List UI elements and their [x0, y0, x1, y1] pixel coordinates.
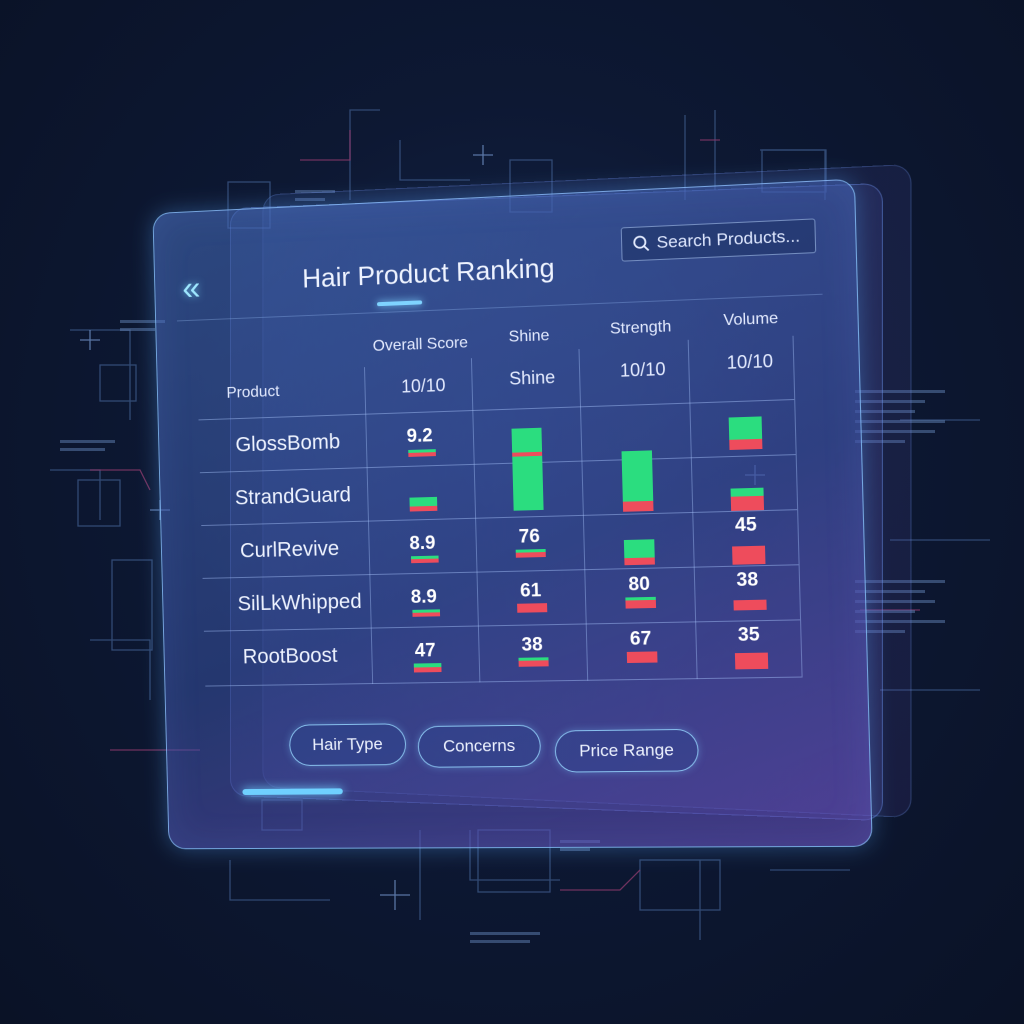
table-grid-line [201, 509, 797, 526]
column-subheader-shine: Shine [492, 366, 572, 390]
column-header-product: Product [226, 382, 323, 403]
column-header-volume: Volume [699, 309, 802, 331]
score-bar [625, 597, 656, 609]
table-grid-line [688, 340, 698, 679]
score-bar [412, 609, 440, 617]
score-bar [408, 449, 436, 457]
column-subheader-volume: 10/10 [709, 350, 792, 374]
column-header-strength: Strength [590, 317, 692, 339]
table-grid-line [200, 454, 796, 473]
bottom-accent-bar [242, 788, 343, 795]
cell-value-curlrevive-overall: 8.9 [393, 532, 453, 555]
row-label-silkwhipped: SilLkWhipped [237, 590, 362, 616]
score-bar [624, 539, 655, 565]
search-box[interactable] [621, 218, 817, 261]
score-bar [627, 651, 658, 663]
row-label-rootboost: RootBoost [243, 644, 338, 669]
page-title: Hair Product Ranking [300, 253, 557, 295]
concerns-filter-button[interactable]: Concerns [417, 725, 541, 768]
score-bar [517, 603, 547, 613]
table-grid-line [205, 677, 801, 687]
score-bar [731, 488, 765, 511]
cell-value-silkwhipped-strength: 80 [609, 573, 670, 597]
table-grid-line [203, 564, 799, 579]
cell-value-rootboost-strength: 67 [610, 628, 671, 651]
cell-value-rootboost-volume: 35 [718, 624, 780, 647]
row-label-curlrevive: CurlRevive [240, 537, 340, 563]
cell-value-silkwhipped-shine: 61 [501, 580, 561, 603]
score-bar [516, 549, 546, 558]
price-range-filter-button[interactable]: Price Range [554, 729, 699, 773]
score-bar [735, 653, 768, 670]
column-subheader-overall: 10/10 [384, 374, 463, 398]
table-grid-line [204, 619, 800, 631]
cell-value-silkwhipped-overall: 8.9 [394, 586, 454, 609]
column-header-shine: Shine [484, 326, 574, 348]
title-underline [377, 300, 422, 306]
table-grid-line [364, 367, 373, 684]
score-bar [733, 600, 766, 611]
row-label-glossbomb: GlossBomb [235, 430, 340, 457]
column-subheader-strength: 10/10 [602, 358, 684, 382]
score-bar [518, 657, 548, 667]
score-bar [512, 428, 544, 511]
table-grid-line [792, 336, 802, 678]
table-grid-line [471, 358, 480, 682]
back-chevron-icon[interactable]: « [174, 270, 209, 307]
cell-value-silkwhipped-volume: 38 [716, 569, 778, 593]
column-header-overall-score: Overall Score [366, 334, 475, 356]
score-bar [411, 556, 439, 564]
table-grid-line [199, 399, 795, 420]
score-bar [622, 450, 654, 511]
cell-value-rootboost-shine: 38 [502, 634, 562, 657]
hair-type-filter-button[interactable]: Hair Type [289, 723, 407, 766]
score-bar [409, 497, 437, 512]
search-input[interactable] [656, 226, 811, 253]
ranking-panel: « Hair Product Ranking Overall Score Shi… [152, 179, 872, 850]
row-label-strandguard: StrandGuard [235, 483, 352, 510]
cell-value-curlrevive-shine: 76 [499, 526, 559, 550]
search-icon [632, 234, 651, 253]
score-bar [414, 663, 442, 672]
score-bar [729, 416, 763, 450]
cell-value-rootboost-overall: 47 [396, 640, 456, 663]
cell-value-glossbomb-overall: 9.2 [390, 425, 450, 449]
cell-value-curlrevive-volume: 45 [715, 514, 777, 538]
score-bar [732, 546, 765, 565]
